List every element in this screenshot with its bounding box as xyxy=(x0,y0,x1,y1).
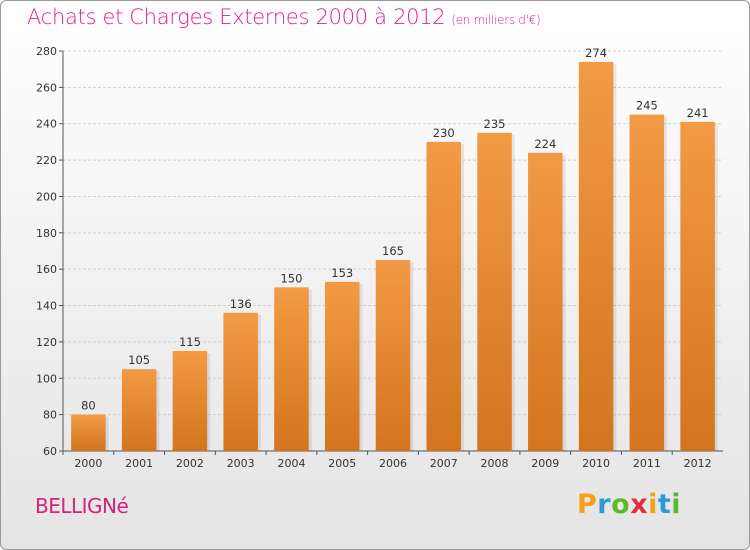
data-label-2004: 150 xyxy=(280,271,302,285)
x-tick-label: 2001 xyxy=(125,457,153,470)
chart-subtitle: (en milliers d'€) xyxy=(451,13,541,27)
x-tick-label: 2000 xyxy=(74,457,102,470)
y-tick-label: 120 xyxy=(36,336,57,349)
x-tick-label: 2009 xyxy=(531,457,559,470)
data-label-2010: 274 xyxy=(585,46,607,60)
bar-2004 xyxy=(274,287,309,451)
y-tick-label: 140 xyxy=(36,300,57,313)
logo-letter: t xyxy=(657,489,672,520)
x-tick-label: 2003 xyxy=(227,457,255,470)
labels: 60 80 100 120 140 160 180 200 220 240 260 280 80 2000… xyxy=(36,45,712,470)
logo-letter: x xyxy=(630,489,649,520)
bar-2011 xyxy=(629,114,665,452)
logo-letter: o xyxy=(611,489,631,520)
data-label-2006: 165 xyxy=(382,244,404,258)
y-tick-label: 260 xyxy=(36,81,57,94)
bars xyxy=(71,61,718,452)
data-label-2001: 105 xyxy=(128,353,150,367)
y-tick-label: 240 xyxy=(36,118,57,131)
data-label-2008: 235 xyxy=(484,117,506,131)
place-name: BELLIGNé xyxy=(35,494,129,518)
logo-letter: i xyxy=(671,489,682,520)
bar-2008 xyxy=(477,132,512,451)
bar-2001 xyxy=(121,369,157,451)
chart-title: Achats et Charges Externes 2000 à 2012 (e… xyxy=(27,5,541,29)
bar-2009 xyxy=(528,152,563,451)
y-tick-label: 180 xyxy=(36,227,57,240)
bar-2005 xyxy=(324,281,360,451)
bar-2010 xyxy=(578,61,614,452)
y-tick-label: 100 xyxy=(36,372,57,385)
data-label-2002: 115 xyxy=(179,335,201,349)
y-tick-label: 200 xyxy=(36,190,57,203)
x-tick-label: 2010 xyxy=(582,457,610,470)
bar-2003 xyxy=(223,312,258,451)
data-label-2005: 153 xyxy=(331,266,353,280)
bar-2006 xyxy=(375,260,411,451)
logo-letter: P xyxy=(577,489,598,520)
logo-letter: i xyxy=(648,489,658,520)
logo-letter: r xyxy=(597,489,612,520)
bar-2007 xyxy=(426,141,462,451)
data-label-2000: 80 xyxy=(81,399,96,413)
y-tick-label: 160 xyxy=(36,263,57,276)
data-label-2003: 136 xyxy=(230,297,252,311)
y-tick-label: 220 xyxy=(36,154,57,167)
data-label-2011: 245 xyxy=(636,99,658,113)
x-tick-label: 2004 xyxy=(277,457,305,470)
x-tick-label: 2002 xyxy=(176,457,204,470)
y-tick-label: 60 xyxy=(43,445,57,458)
chart-title-text: Achats et Charges Externes 2000 à 2012 xyxy=(27,5,446,29)
x-tick-label: 2005 xyxy=(328,457,356,470)
x-tick-label: 2007 xyxy=(430,457,458,470)
y-tick-label: 80 xyxy=(43,409,57,422)
data-label-2009: 224 xyxy=(534,137,556,151)
bar-2012 xyxy=(680,121,715,451)
bar-2002 xyxy=(172,351,208,451)
x-tick-label: 2006 xyxy=(379,457,407,470)
x-tick-label: 2011 xyxy=(633,457,661,470)
bar-2000 xyxy=(71,414,106,451)
data-label-2007: 230 xyxy=(433,126,455,140)
y-tick-label: 280 xyxy=(36,45,57,58)
x-tick-label: 2012 xyxy=(684,457,712,470)
proxiti-logo: Proxiti xyxy=(577,489,681,520)
data-label-2012: 241 xyxy=(687,106,709,120)
x-tick-label: 2008 xyxy=(481,457,509,470)
